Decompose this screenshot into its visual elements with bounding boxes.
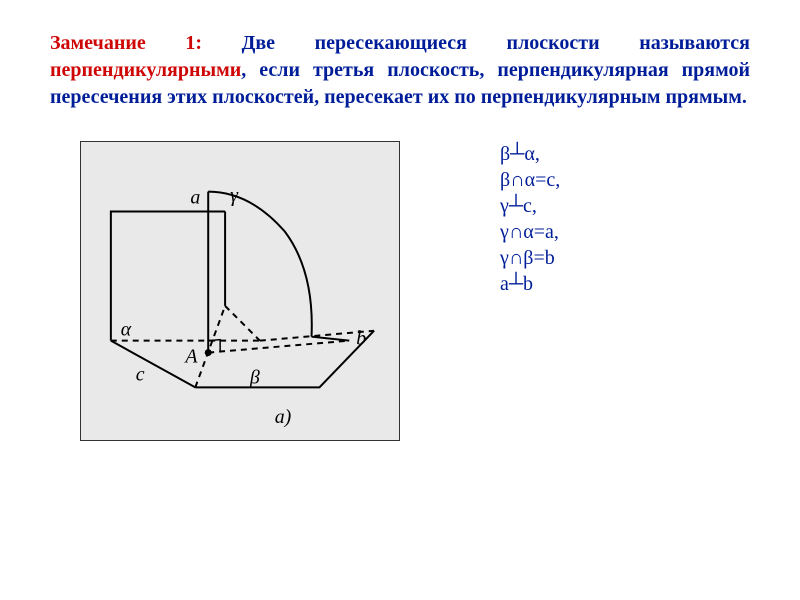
- alpha-label: α: [121, 319, 132, 341]
- formula-line: β∩α=с,: [500, 167, 560, 193]
- beta-label: β: [249, 366, 260, 388]
- para-part1: Две пересекающиеся плоскости называются: [242, 32, 750, 54]
- fig-label: a): [275, 406, 292, 428]
- gamma-label: γ: [230, 185, 239, 207]
- formula-line: a┴b: [500, 271, 560, 297]
- b-label: b: [356, 328, 366, 350]
- formula-line: β┴α,: [500, 141, 560, 167]
- geometry-diagram: α β γ a b c A a): [80, 141, 400, 441]
- formula-block: β┴α, β∩α=с, γ┴с, γ∩α=a, γ∩β=b a┴b: [500, 141, 560, 297]
- theorem-paragraph: Замечание 1: Две пересекающиеся плоскост…: [50, 30, 750, 111]
- formula-line: γ∩α=a,: [500, 219, 560, 245]
- para-part2: перпендикулярными: [50, 59, 241, 81]
- c-label: c: [136, 363, 145, 385]
- a-label: a: [190, 187, 200, 209]
- content-row: α β γ a b c A a) β┴α, β∩α=с, γ┴с, γ∩α=a,…: [50, 141, 750, 441]
- formula-line: γ∩β=b: [500, 245, 560, 271]
- A-label: A: [183, 346, 198, 368]
- lead-label: Замечание 1:: [50, 32, 242, 54]
- formula-line: γ┴с,: [500, 193, 560, 219]
